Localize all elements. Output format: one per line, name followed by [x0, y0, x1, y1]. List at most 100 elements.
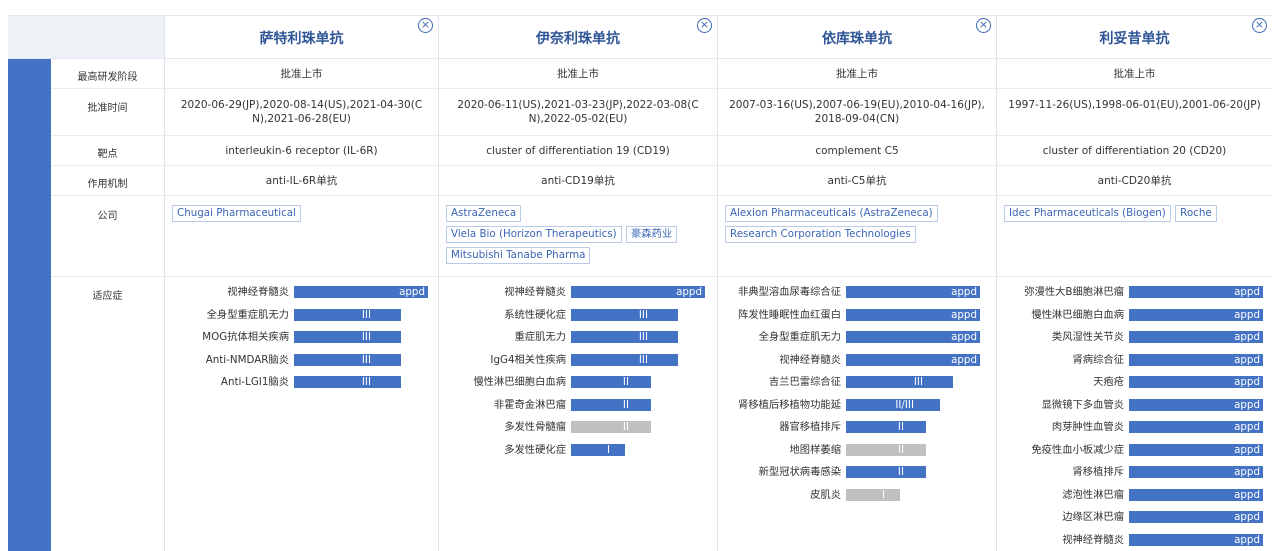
- indication-name: 多发性骨髓瘤: [504, 421, 566, 433]
- indication-item[interactable]: 肉芽肿性血管炎 appd: [997, 420, 1272, 434]
- stage-cell: 批准上市: [438, 59, 717, 88]
- phase-bar: II: [846, 466, 926, 478]
- mechanism-cell: anti-IL-6R单抗: [164, 166, 438, 195]
- indication-item[interactable]: 全身型重症肌无力 appd: [718, 330, 996, 344]
- indication-item[interactable]: 全身型重症肌无力 III: [165, 308, 438, 322]
- close-icon[interactable]: ×: [976, 18, 991, 33]
- close-icon[interactable]: ×: [1252, 18, 1267, 33]
- indication-name: 系统性硬化症: [504, 308, 566, 321]
- indication-item[interactable]: 器官移植排斥 II: [718, 420, 996, 434]
- indication-item[interactable]: 肾病综合征 appd: [997, 353, 1272, 367]
- indication-name: 弥漫性大B细胞淋巴瘤: [1024, 286, 1124, 298]
- indication-item[interactable]: 重症肌无力 III: [439, 330, 717, 344]
- indication-item[interactable]: 非典型溶血尿毒综合征 appd: [718, 285, 996, 299]
- company-tag[interactable]: Mitsubishi Tanabe Pharma: [446, 247, 591, 264]
- indication-item[interactable]: 阵发性睡眠性血红蛋白 appd: [718, 308, 996, 322]
- indication-item[interactable]: 视神经脊髓炎 appd: [165, 285, 438, 299]
- phase-bar: appd: [1129, 421, 1263, 433]
- company-tag[interactable]: Idec Pharmaceuticals (Biogen): [1004, 205, 1171, 222]
- phase-label: appd: [399, 286, 425, 298]
- indication-item[interactable]: 视神经脊髓炎 appd: [718, 353, 996, 367]
- close-icon[interactable]: ×: [418, 18, 433, 33]
- indication-name: 全身型重症肌无力: [206, 308, 289, 321]
- indication-item[interactable]: IgG4相关性疾病 III: [439, 353, 717, 367]
- phase-bar: III: [846, 376, 953, 388]
- indication-name: 多发性硬化症: [504, 443, 566, 456]
- mechanism-value: anti-CD19单抗: [541, 175, 615, 187]
- indication-item[interactable]: 肾移植排斥 appd: [997, 465, 1272, 479]
- indication-item[interactable]: 肾移植后移植物功能延 II/III: [718, 398, 996, 412]
- indication-name: 新型冠状病毒感染: [758, 466, 841, 478]
- indication-item[interactable]: 边缘区淋巴瘤 appd: [997, 510, 1272, 524]
- phase-bar: II/III: [846, 398, 940, 411]
- drug-name[interactable]: 萨特利珠单抗: [259, 31, 344, 47]
- company-tag[interactable]: Viela Bio (Horizon Therapeutics): [446, 226, 622, 243]
- column-header-1: 伊奈利珠单抗 ×: [438, 16, 717, 58]
- stage-value: 批准上市: [557, 68, 599, 80]
- indication-name: 类风湿性关节炎: [1051, 331, 1124, 343]
- indication-item[interactable]: 显微镜下多血管炎 appd: [997, 398, 1272, 412]
- indication-item[interactable]: Anti-NMDAR脑炎 III: [165, 353, 438, 367]
- target-value: interleukin-6 receptor (IL-6R): [225, 145, 378, 157]
- indication-item[interactable]: 非霍奇金淋巴瘤 II: [439, 398, 717, 412]
- indication-item[interactable]: 地图样萎缩 II: [718, 443, 996, 457]
- indication-item[interactable]: 免疫性血小板减少症 appd: [997, 443, 1272, 457]
- phase-label: appd: [951, 286, 977, 298]
- indication-item[interactable]: 慢性淋巴细胞白血病 appd: [997, 308, 1272, 322]
- indication-item[interactable]: 滤泡性淋巴瘤 appd: [997, 488, 1272, 502]
- row-label-indication: 适应症: [92, 291, 123, 302]
- phase-bar: II: [571, 421, 651, 433]
- indication-item[interactable]: 慢性淋巴细胞白血病 II: [439, 375, 717, 389]
- indication-item[interactable]: 皮肌炎 I: [718, 488, 996, 502]
- phase-bar: appd: [1129, 308, 1263, 321]
- indication-item[interactable]: 多发性硬化症 I: [439, 443, 717, 457]
- company-tag[interactable]: Roche: [1175, 205, 1217, 222]
- company-tag[interactable]: Chugai Pharmaceutical: [172, 205, 301, 222]
- indication-item[interactable]: 视神经脊髓炎 appd: [439, 285, 717, 299]
- stage-value: 批准上市: [1113, 68, 1156, 80]
- phase-label: III: [638, 353, 648, 366]
- indication-item[interactable]: 多发性骨髓瘤 II: [439, 420, 717, 434]
- close-icon[interactable]: ×: [697, 18, 712, 33]
- stage-value: 批准上市: [280, 68, 323, 80]
- company-cell: Chugai Pharmaceutical: [164, 196, 438, 276]
- indication-name: 阵发性睡眠性血红蛋白: [738, 308, 841, 321]
- indication-name: 慢性淋巴细胞白血病: [1031, 308, 1124, 321]
- indication-item[interactable]: 视神经脊髓炎 appd: [997, 533, 1272, 547]
- target-cell: cluster of differentiation 19 (CD19): [438, 136, 717, 165]
- indication-item[interactable]: 吉兰巴雷综合征 III: [718, 375, 996, 389]
- indication-item[interactable]: MOG抗体相关疾病 III: [165, 330, 438, 344]
- drug-name[interactable]: 伊奈利珠单抗: [536, 31, 620, 47]
- phase-bar: III: [294, 308, 401, 321]
- phase-label: appd: [951, 331, 977, 343]
- company-tag[interactable]: 豪森药业: [626, 226, 678, 243]
- indication-item[interactable]: 天疱疮 appd: [997, 375, 1272, 389]
- drug-name[interactable]: 依库珠单抗: [822, 31, 892, 47]
- indication-item[interactable]: 系统性硬化症 III: [439, 308, 717, 322]
- phase-label: III: [913, 376, 923, 388]
- indication-item[interactable]: 新型冠状病毒感染 II: [718, 465, 996, 479]
- row-label-stage: 最高研发阶段: [77, 72, 138, 83]
- indication-name: 皮肌炎: [810, 488, 841, 501]
- phase-bar: appd: [1129, 466, 1263, 478]
- company-tag[interactable]: Alexion Pharmaceuticals (AstraZeneca): [725, 205, 938, 222]
- phase-bar: appd: [1129, 353, 1263, 366]
- phase-label: I: [606, 443, 610, 456]
- approval-cell: 2020-06-11(US),2021-03-23(JP),2022-03-08…: [438, 89, 717, 135]
- indication-cell: 弥漫性大B细胞淋巴瘤 appd 慢性淋巴细胞白血病 appd 类风湿性关节炎 appd 肾病…: [996, 277, 1272, 551]
- column-header-3: 利妥昔单抗 ×: [996, 16, 1272, 58]
- phase-bar: appd: [1129, 511, 1263, 523]
- company-tag[interactable]: Research Corporation Technologies: [725, 226, 916, 243]
- phase-bar: appd: [846, 331, 980, 343]
- indication-item[interactable]: Anti-LGI1脑炎 III: [165, 375, 438, 389]
- row-label-target: 靶点: [97, 149, 118, 160]
- indication-name: 地图样萎缩: [789, 443, 841, 456]
- indication-item[interactable]: 类风湿性关节炎 appd: [997, 330, 1272, 344]
- company-tag[interactable]: AstraZeneca: [446, 205, 522, 222]
- drug-name[interactable]: 利妥昔单抗: [1099, 31, 1170, 47]
- indication-item[interactable]: 弥漫性大B细胞淋巴瘤 appd: [997, 285, 1272, 299]
- phase-label: II: [622, 376, 629, 388]
- approval-line: 2007-03-16(US),2007-06-19(EU),2010-04-16…: [729, 99, 985, 111]
- phase-bar: appd: [1129, 286, 1263, 298]
